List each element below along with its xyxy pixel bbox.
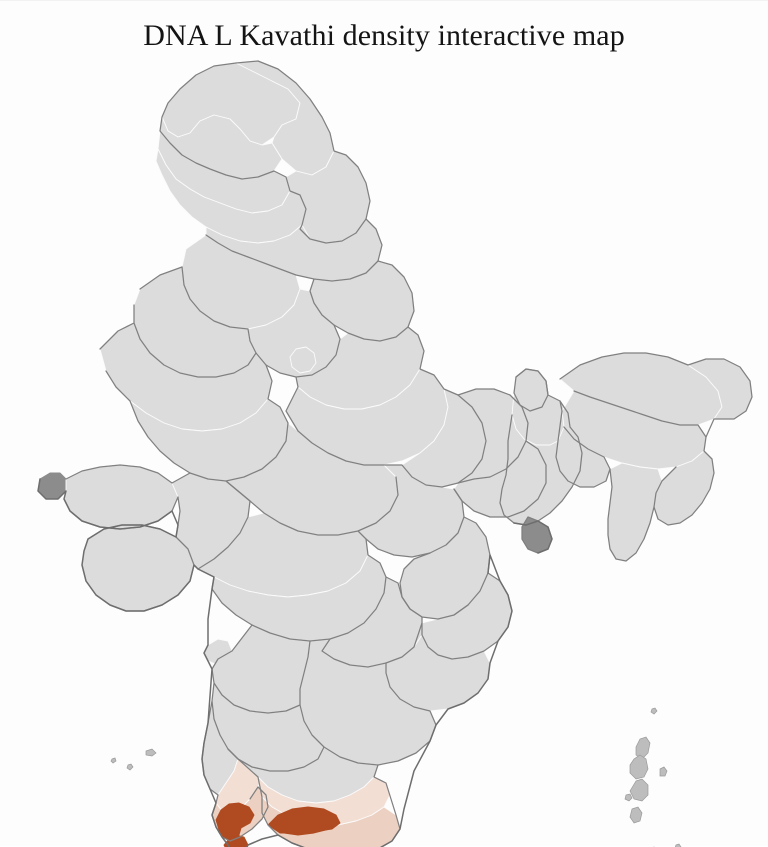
lakshadweep-island-group[interactable] (110, 748, 157, 771)
india-choropleth-map[interactable] (0, 59, 768, 847)
state-border-jk (159, 60, 371, 244)
page-title: DNA L Kavathi density interactive map (143, 19, 625, 52)
district-kerala-highlight-district[interactable] (215, 802, 255, 841)
map-landmass-layer (37, 60, 753, 847)
state-border-chhattisgarh (399, 516, 491, 620)
map-state-border-layer (37, 60, 753, 847)
state-border-bihar (457, 388, 529, 484)
island-north-andaman (635, 736, 651, 760)
island-nicobar-small-1 (624, 793, 633, 802)
district-mizoram-tripura[interactable] (607, 462, 663, 562)
state-border-jharkhand (453, 440, 547, 518)
island-car-nicobar (659, 766, 668, 777)
island-lakshadweep-2 (126, 763, 134, 771)
state-border-uttar-pradesh (285, 326, 487, 488)
andaman-nicobar-island-group[interactable] (624, 707, 682, 847)
state-border-sikkim (513, 368, 549, 412)
country-outline-coast-west (37, 478, 553, 847)
island-lakshadweep-1 (145, 748, 157, 757)
island-south-andaman (629, 778, 649, 802)
island-middle-andaman (629, 754, 649, 780)
island-little-andaman (629, 806, 643, 824)
state-border-northeast (555, 352, 753, 562)
state-border-telangana (321, 576, 423, 668)
district-madurai-highlight[interactable] (275, 812, 335, 836)
state-border-rajasthan (99, 266, 289, 492)
district-delhi[interactable] (289, 346, 317, 374)
state-border-uttarakhand (309, 260, 415, 342)
state-border-assam-inner (563, 390, 707, 508)
state-border-tamil-nadu (237, 758, 401, 847)
island-lakshadweep-3 (110, 757, 117, 764)
island-andaman-dot-north (650, 707, 658, 715)
state-border-maharashtra (197, 538, 387, 642)
district-kanyakumari-highlight[interactable] (223, 834, 249, 847)
